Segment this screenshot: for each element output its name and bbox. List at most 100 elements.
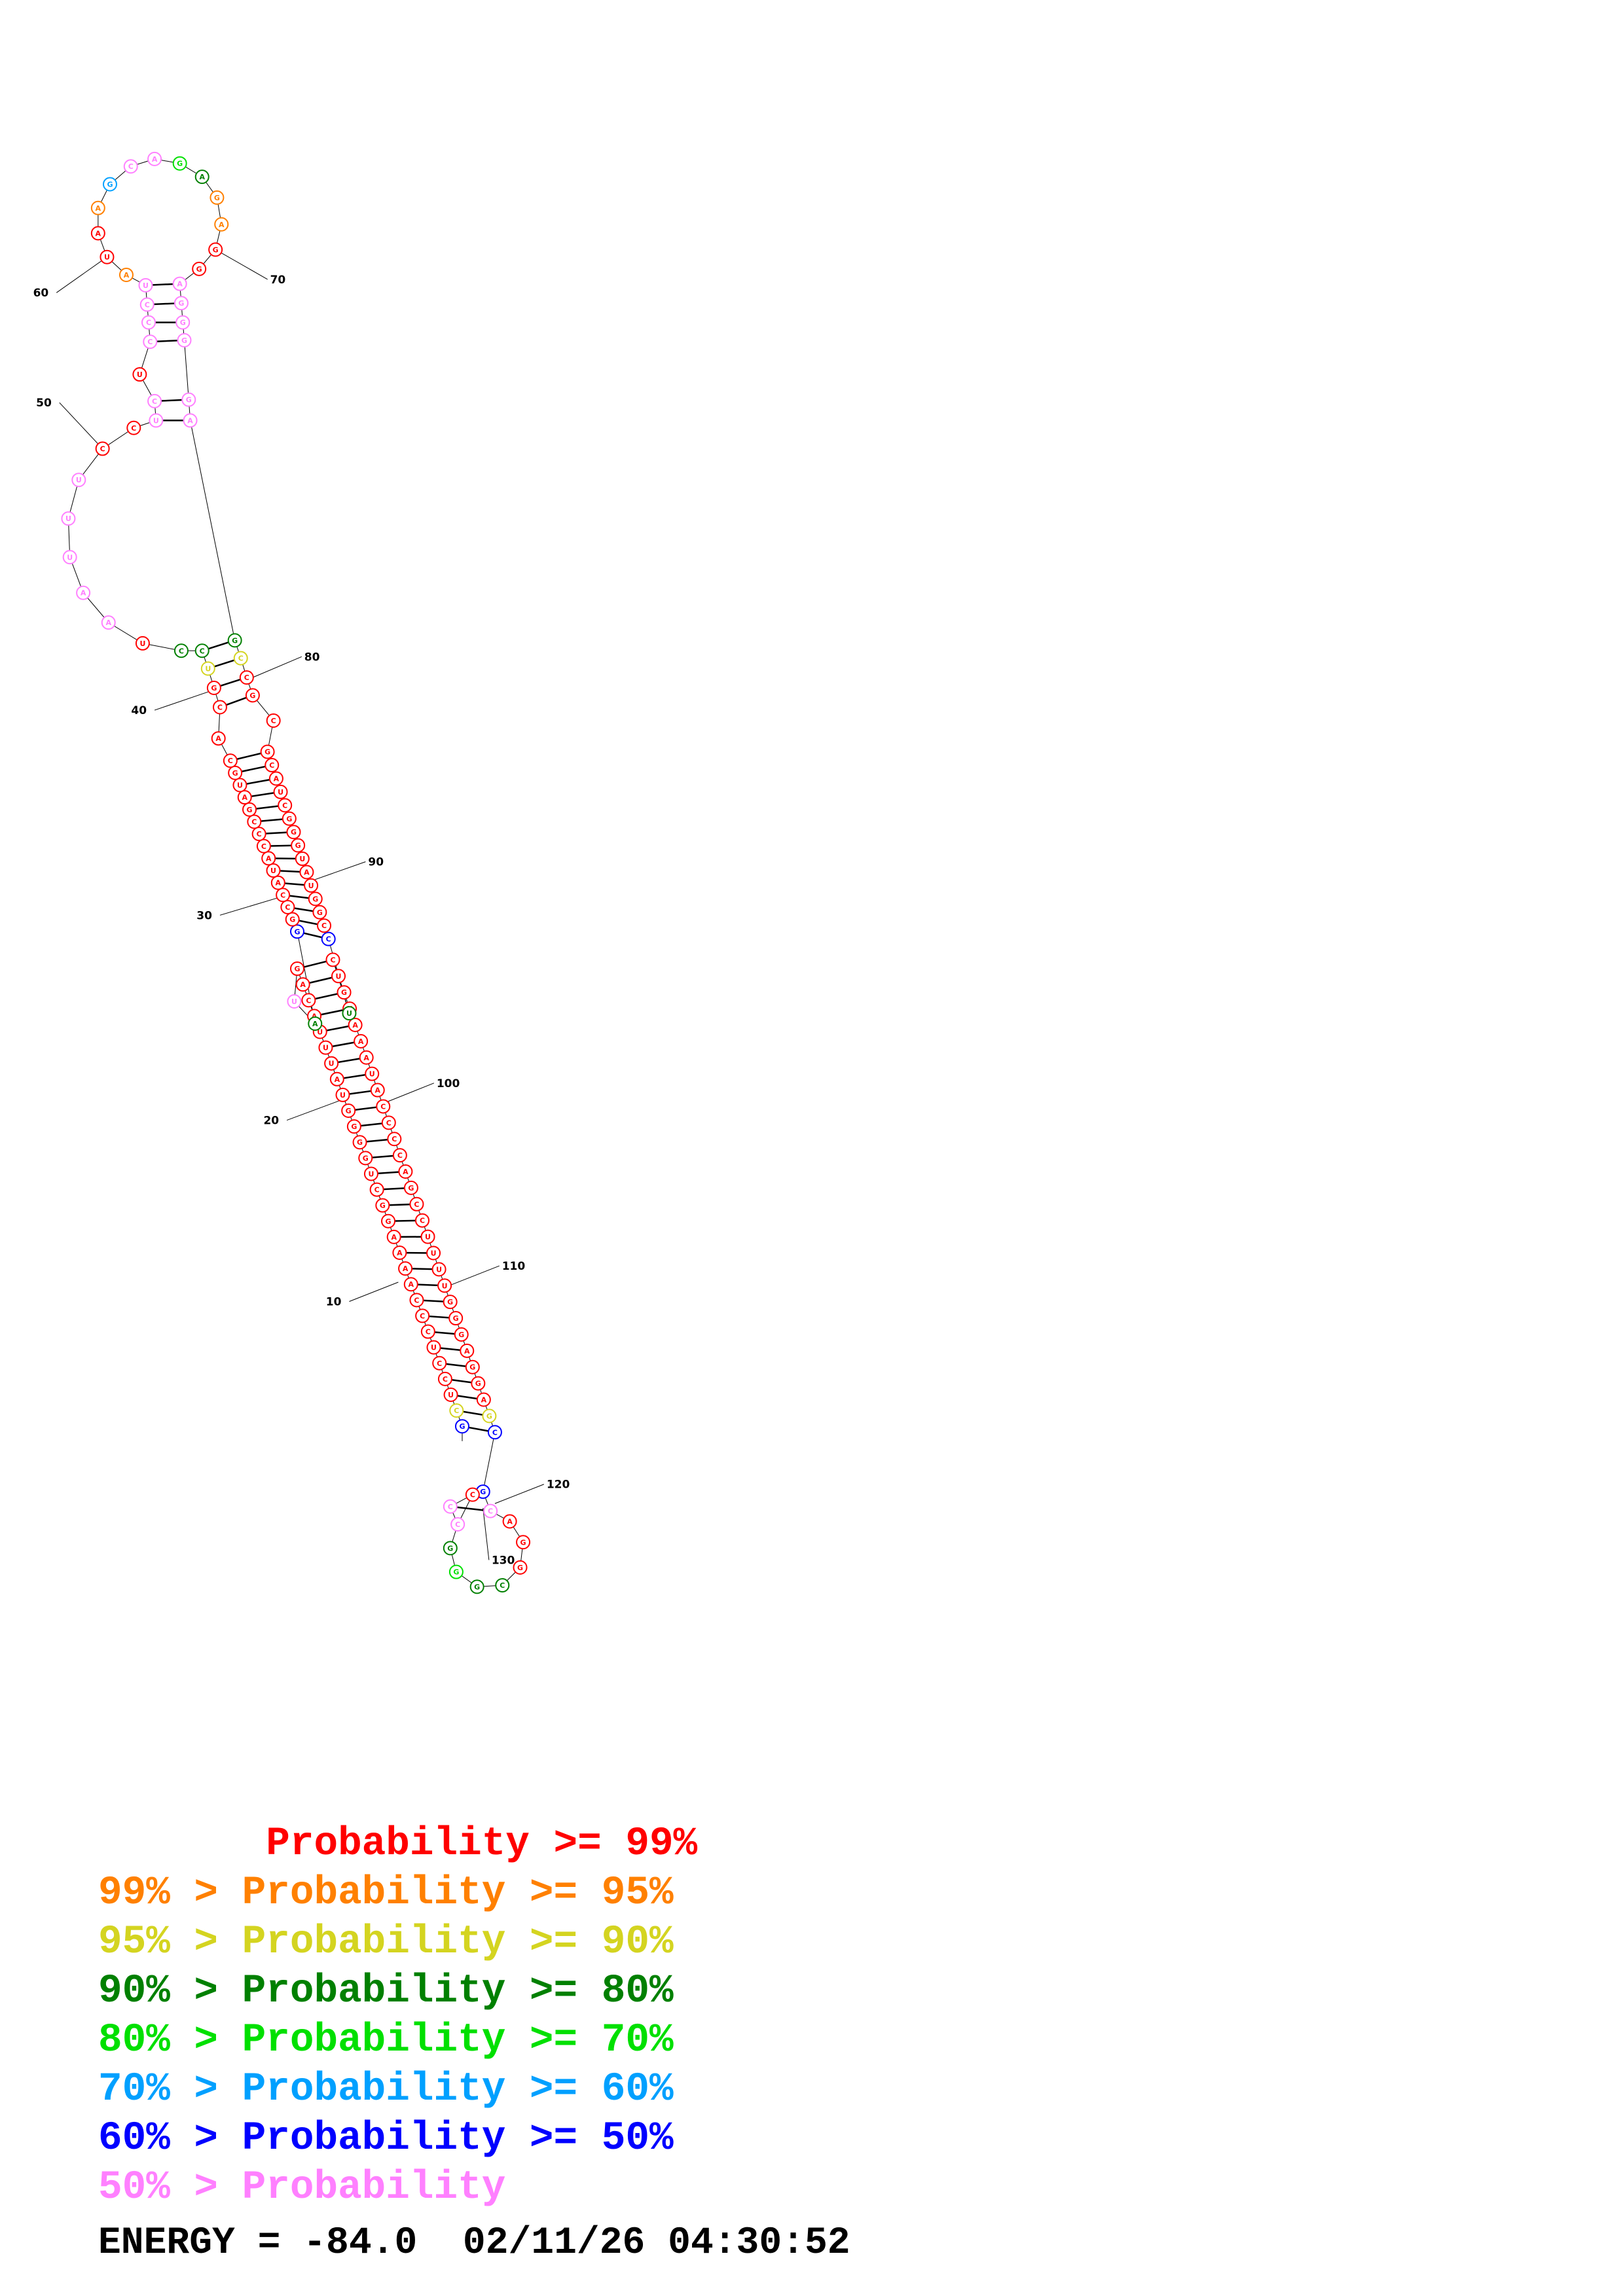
nucleotide-stem3-3p: G	[245, 688, 260, 703]
nucleotide-circle	[370, 1083, 385, 1098]
nucleotide-circle	[282, 811, 297, 826]
nucleotide-letter: A	[403, 1265, 409, 1273]
nucleotide-letter: C	[238, 655, 244, 663]
nucleotide-letter: A	[335, 1075, 340, 1084]
index-label: 100	[437, 1077, 460, 1090]
nucleotide-stem2-5p: U	[232, 778, 247, 793]
nucleotide-hairpin-loop: G	[210, 190, 225, 205]
index-tick	[286, 1100, 339, 1121]
index-tick	[252, 656, 302, 678]
legend-label: Probability >= 60%	[242, 2067, 674, 2112]
nucleotide-letter: C	[261, 842, 266, 851]
nucleotide-stem2-3p: U	[295, 852, 310, 867]
nucleotide-stem1-3p: A	[370, 1083, 385, 1098]
nucleotide-letter: G	[107, 180, 113, 188]
nucleotide-stem1-3p: A	[476, 1392, 491, 1407]
nucleotide-letter: G	[294, 965, 300, 973]
nucleotide-letter: C	[448, 1503, 453, 1511]
nucleotide-circle	[348, 1017, 363, 1032]
index-label: 20	[263, 1115, 279, 1128]
nucleotide-stem1-3p: U	[437, 1278, 452, 1293]
nucleotide-upper-stem: A	[183, 413, 198, 428]
nucleotide-letter: A	[266, 854, 272, 863]
nucleotide-letter: A	[199, 173, 205, 181]
nucleotide-circle	[513, 1560, 528, 1575]
nucleotide-circle	[239, 670, 254, 685]
nucleotide-loop: U	[71, 473, 86, 488]
nucleotide-stem2-3p: C	[264, 758, 280, 773]
nucleotide-stem1-3p: U	[331, 969, 346, 984]
nucleotide-letter: A	[219, 221, 225, 229]
nucleotide-loop: U	[61, 511, 76, 526]
nucleotide-letter: G	[180, 319, 186, 327]
nucleotide-stem1-3p: A	[460, 1343, 475, 1358]
nucleotide-letter: U	[431, 1344, 437, 1352]
nucleotide-stem1-3p: G	[337, 985, 352, 1000]
nucleotide-letter: C	[420, 1217, 425, 1225]
backbone-segment	[183, 340, 189, 400]
nucleotide-circle	[415, 1308, 430, 1323]
nucleotide-letter: C	[152, 397, 157, 406]
nucleotide-stem1-5p: G	[346, 1119, 361, 1134]
nucleotide-stem2-5p: G	[290, 924, 304, 939]
nucleotide-circle	[420, 1229, 435, 1244]
nucleotide-hairpin2: C	[483, 1503, 498, 1518]
nucleotide-circle	[276, 888, 291, 903]
nucleotide-stem1-5p: U	[443, 1387, 458, 1402]
nucleotide-letter: U	[317, 1028, 323, 1036]
nucleotide-circle	[172, 156, 187, 171]
nucleotide-circle	[141, 315, 156, 330]
nucleotide-circle	[426, 1246, 441, 1261]
nucleotide-circle	[232, 778, 247, 793]
nucleotide-letter: G	[286, 815, 292, 823]
nucleotide-circle	[502, 1514, 517, 1529]
nucleotide-hairpin2-loop: G	[443, 1541, 458, 1556]
legend-prefix	[98, 1821, 266, 1867]
nucleotide-letter: G	[453, 1568, 459, 1577]
nucleotide-letter: G	[213, 245, 219, 254]
legend-row: 99% > Probability >= 95%	[98, 1869, 697, 1918]
nucleotide-letter: U	[425, 1233, 431, 1242]
nucleotide-stem1-5p: C	[369, 1182, 384, 1197]
index-tick	[56, 257, 107, 293]
nucleotide-stem1-3p: C	[387, 1132, 402, 1147]
nucleotide-stem2-3p: C	[321, 931, 336, 946]
nucleotide-letter: C	[443, 1375, 448, 1384]
nucleotide-stem2-5p: U	[266, 863, 281, 878]
nucleotide-letter: G	[447, 1544, 453, 1552]
nucleotide-letter: C	[414, 1200, 419, 1209]
nucleotide-circle	[363, 1166, 378, 1181]
nucleotide-letter: A	[276, 879, 282, 888]
nucleotide-letter: G	[291, 828, 297, 836]
nucleotide-letter: G	[247, 806, 253, 814]
nucleotide-letter: U	[299, 855, 305, 863]
nucleotide-hairpin-loop: A	[194, 170, 210, 185]
backbone-segment	[297, 931, 316, 1024]
nucleotide-letter: G	[363, 1154, 369, 1162]
energy-timestamp: ENERGY = -84.0 02/11/26 04:30:52	[98, 2222, 850, 2265]
nucleotide-letter: G	[380, 1202, 386, 1210]
nucleotide-hairpin-loop: G	[172, 156, 187, 171]
nucleotide-letter: U	[143, 281, 149, 290]
nucleotide-stem2-5p: C	[256, 838, 271, 853]
nucleotide-letter: C	[128, 162, 134, 171]
nucleotide-letter: A	[187, 416, 193, 425]
nucleotide-stem1-5p: U	[335, 1087, 350, 1102]
nucleotide-circle	[449, 1403, 464, 1418]
nucleotide-letter: C	[380, 1102, 386, 1111]
nucleotide-letter: U	[104, 253, 110, 262]
nucleotide-stem1-5p: G	[381, 1213, 396, 1229]
nucleotide-circle	[192, 261, 207, 276]
nucleotide-circle	[139, 297, 155, 312]
nucleotide-circle	[177, 332, 192, 348]
legend-row: 95% > Probability >= 90%	[98, 1918, 697, 1967]
nucleotide-letter: C	[217, 704, 223, 712]
nucleotide-circle	[337, 985, 352, 1000]
nucleotide-stem1-3p: G	[471, 1376, 486, 1391]
legend-label: Probability >= 80%	[242, 1969, 674, 2014]
nucleotide-letter: A	[274, 774, 280, 783]
nucleotide-stem1-3p: C	[414, 1213, 429, 1228]
nucleotide-letter: A	[300, 980, 306, 989]
nucleotide-stem2-3p: U	[304, 878, 319, 893]
nucleotide-upper-stem: G	[181, 392, 196, 407]
